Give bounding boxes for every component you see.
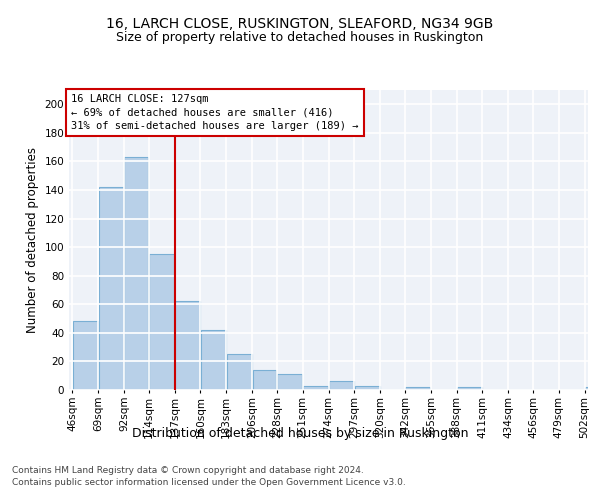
Bar <box>98 187 124 390</box>
Bar <box>355 386 380 390</box>
Bar <box>149 254 174 390</box>
Bar <box>457 387 482 390</box>
Text: Contains public sector information licensed under the Open Government Licence v3: Contains public sector information licen… <box>12 478 406 487</box>
Text: Distribution of detached houses by size in Ruskington: Distribution of detached houses by size … <box>132 428 468 440</box>
Bar <box>175 302 200 390</box>
Bar <box>227 354 251 390</box>
Bar <box>329 382 354 390</box>
Bar <box>124 157 148 390</box>
Bar <box>406 387 430 390</box>
Text: 16, LARCH CLOSE, RUSKINGTON, SLEAFORD, NG34 9GB: 16, LARCH CLOSE, RUSKINGTON, SLEAFORD, N… <box>106 18 494 32</box>
Y-axis label: Number of detached properties: Number of detached properties <box>26 147 39 333</box>
Text: Size of property relative to detached houses in Ruskington: Size of property relative to detached ho… <box>116 31 484 44</box>
Bar <box>253 370 277 390</box>
Bar <box>303 386 328 390</box>
Text: 16 LARCH CLOSE: 127sqm
← 69% of detached houses are smaller (416)
31% of semi-de: 16 LARCH CLOSE: 127sqm ← 69% of detached… <box>71 94 359 130</box>
Bar <box>277 374 302 390</box>
Bar <box>73 322 98 390</box>
Bar <box>201 330 226 390</box>
Text: Contains HM Land Registry data © Crown copyright and database right 2024.: Contains HM Land Registry data © Crown c… <box>12 466 364 475</box>
Bar <box>585 387 600 390</box>
